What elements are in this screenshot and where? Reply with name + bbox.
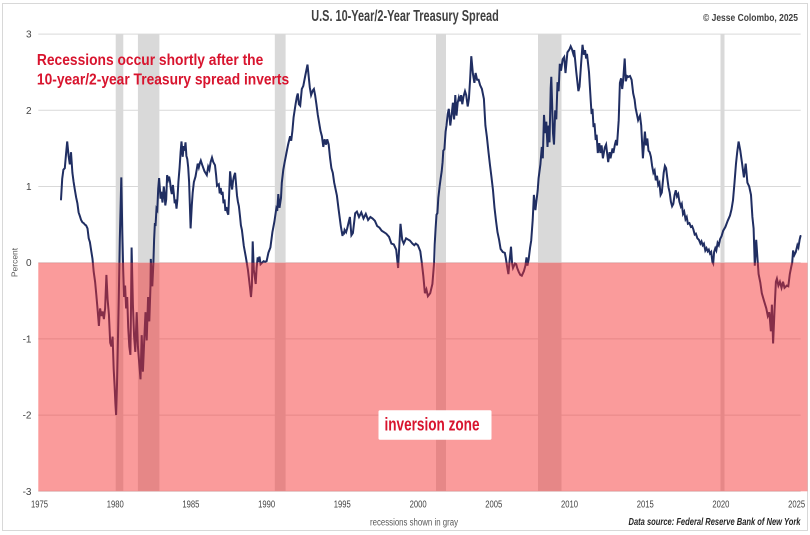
svg-text:1: 1 xyxy=(26,182,32,193)
svg-text:inversion zone: inversion zone xyxy=(385,415,480,435)
svg-text:-3: -3 xyxy=(23,487,32,498)
svg-text:recessions shown in gray: recessions shown in gray xyxy=(370,518,458,529)
svg-text:2: 2 xyxy=(26,106,32,117)
svg-text:3: 3 xyxy=(26,30,32,41)
svg-text:10-year/2-year Treasury spread: 10-year/2-year Treasury spread inverts xyxy=(37,72,289,89)
svg-text:-2: -2 xyxy=(23,411,32,422)
svg-text:2020: 2020 xyxy=(712,500,729,511)
svg-text:2010: 2010 xyxy=(561,500,578,511)
svg-text:0: 0 xyxy=(26,258,32,269)
svg-text:Recessions occur shortly after: Recessions occur shortly after the xyxy=(37,52,263,69)
svg-text:Percent: Percent xyxy=(10,247,20,277)
svg-text:2000: 2000 xyxy=(410,500,427,511)
svg-text:Data source: Federal Reserve B: Data source: Federal Reserve Bank of New… xyxy=(629,516,802,528)
svg-text:1990: 1990 xyxy=(258,500,275,511)
svg-text:1975: 1975 xyxy=(31,500,48,511)
svg-text:1980: 1980 xyxy=(107,500,124,511)
svg-text:U.S. 10-Year/2-Year Treasury S: U.S. 10-Year/2-Year Treasury Spread xyxy=(311,8,499,25)
svg-text:1995: 1995 xyxy=(334,500,351,511)
svg-text:2005: 2005 xyxy=(485,500,502,511)
svg-text:1985: 1985 xyxy=(182,500,199,511)
svg-text:2015: 2015 xyxy=(637,500,654,511)
svg-text:© Jesse Colombo, 2025: © Jesse Colombo, 2025 xyxy=(703,13,798,24)
svg-text:-1: -1 xyxy=(23,334,32,345)
svg-text:2025: 2025 xyxy=(788,500,805,511)
